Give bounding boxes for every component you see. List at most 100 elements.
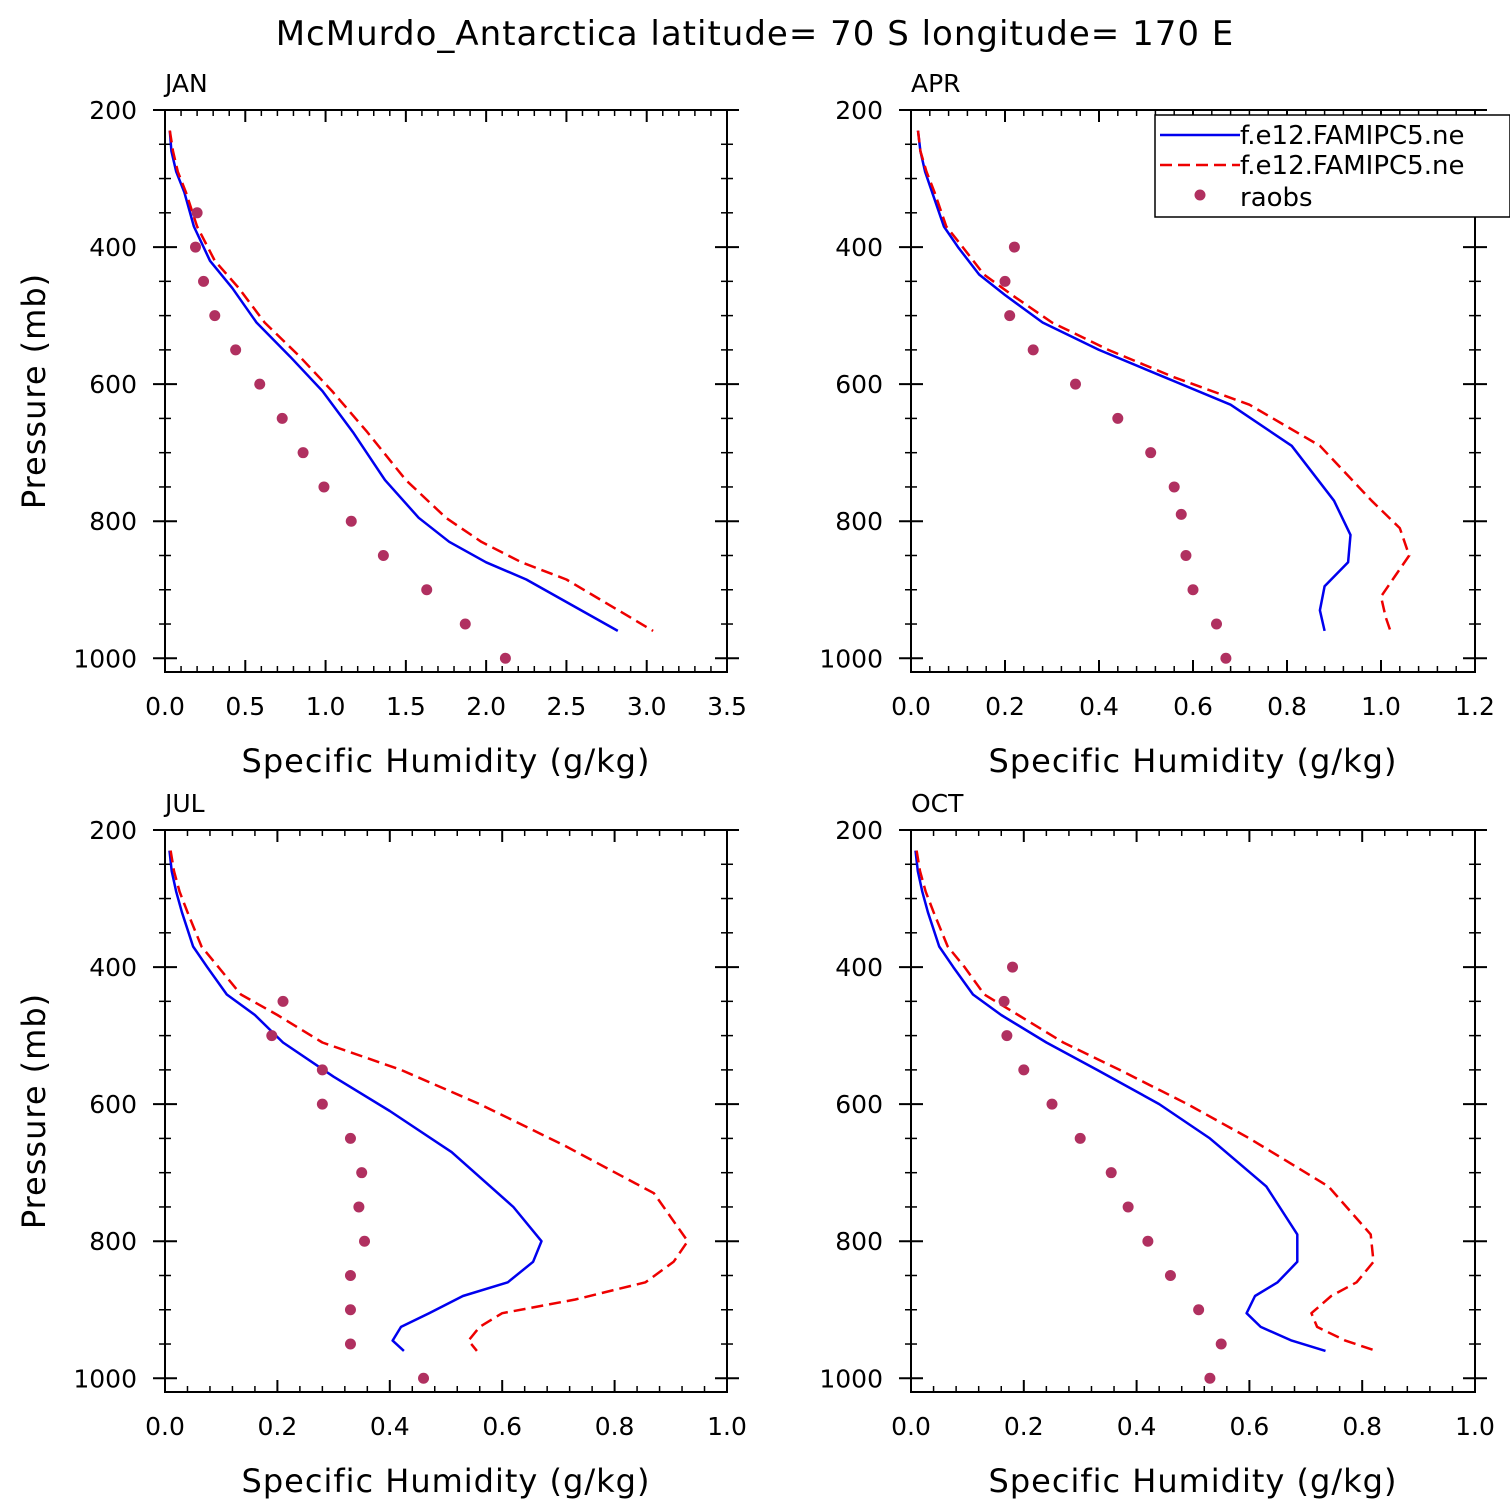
raobs-point <box>1211 618 1222 630</box>
raobs-point <box>1112 412 1124 424</box>
x-tick-label: 0.5 <box>225 692 265 721</box>
y-tick-label: 200 <box>89 96 137 125</box>
raobs-point <box>1164 1269 1176 1281</box>
y-axis-title: Pressure (mb) <box>15 993 53 1229</box>
x-tick-label: 0.8 <box>1342 1412 1382 1441</box>
y-tick-label: 1000 <box>819 644 883 673</box>
raobs-point <box>1215 1338 1227 1350</box>
raobs-point <box>1175 508 1187 520</box>
raobs-point <box>377 549 389 561</box>
raobs-point <box>998 995 1010 1007</box>
raobs-point <box>1180 549 1192 561</box>
y-tick-label: 200 <box>835 816 883 845</box>
raobs-point <box>344 1304 356 1316</box>
panel-label: OCT <box>911 789 964 818</box>
y-tick-label: 1000 <box>819 1364 883 1393</box>
y-tick-label: 400 <box>835 953 883 982</box>
raobs-point <box>1122 1201 1134 1213</box>
raobs-point <box>209 310 221 322</box>
y-tick-label: 800 <box>835 1227 883 1256</box>
model-solid-line <box>168 130 619 632</box>
x-axis-title: Specific Humidity (g/kg) <box>989 1462 1398 1500</box>
raobs-point <box>1074 1132 1086 1144</box>
raobs-point <box>1145 447 1157 459</box>
raobs-point <box>1018 1064 1030 1076</box>
x-tick-label: 0.6 <box>1230 1412 1270 1441</box>
model-solid-line <box>914 850 1326 1353</box>
legend-entry: raobs <box>1240 183 1313 213</box>
x-tick-label: 2.0 <box>466 692 506 721</box>
raobs-point <box>254 378 266 390</box>
plot-frame <box>164 829 728 1393</box>
raobs-point <box>277 995 289 1007</box>
legend-entry: f.e12.FAMIPC5.ne <box>1240 151 1464 181</box>
x-tick-label: 0.6 <box>1173 692 1213 721</box>
raobs-point <box>191 207 203 219</box>
panel-oct: OCT 0.0 0.2 0.4 0.6 0.8 1.0 200 400 600 800 1000 Spe… <box>819 789 1495 1500</box>
raobs-point <box>198 275 210 287</box>
x-axis-title: Specific Humidity (g/kg) <box>242 1462 651 1500</box>
raobs-point <box>1007 961 1019 973</box>
y-tick-label: 800 <box>89 1227 137 1256</box>
x-tick-label: 0.8 <box>1267 692 1307 721</box>
raobs-point <box>1070 378 1081 390</box>
model-dashed-line <box>168 130 654 632</box>
panel-jan: JAN 0.0 0.5 1.0 1.5 2.0 2.5 3.0 3.5 200 400 600 800 1… <box>15 69 747 780</box>
raobs-point <box>344 1269 356 1281</box>
model-dashed-line <box>915 850 1377 1353</box>
raobs-point <box>345 515 357 527</box>
y-tick-label: 1000 <box>73 644 137 673</box>
raobs-point <box>318 481 330 493</box>
x-axis-title: Specific Humidity (g/kg) <box>242 742 651 780</box>
y-tick-label: 400 <box>89 953 137 982</box>
y-tick-label: 400 <box>89 233 137 262</box>
raobs-point <box>1187 584 1199 596</box>
panel-label: JAN <box>163 69 208 98</box>
raobs-point <box>276 412 288 424</box>
raobs-point <box>316 1064 328 1076</box>
raobs-point <box>1046 1098 1058 1110</box>
x-tick-label: 3.0 <box>627 692 667 721</box>
x-tick-label: 0.2 <box>258 1412 298 1441</box>
plot-frame <box>164 109 728 673</box>
raobs-point <box>1168 481 1180 493</box>
y-tick-label: 400 <box>835 233 883 262</box>
y-tick-label: 600 <box>89 1090 137 1119</box>
panel-apr: APR 0.0 0.2 0.4 0.6 0.8 1.0 1.2 200 400 600 800 1000… <box>819 69 1510 780</box>
panel-jul: JUL 0.0 0.2 0.4 0.6 0.8 1.0 200 400 600 800 1000 Spe… <box>15 789 747 1500</box>
model-dashed-line <box>916 130 1411 632</box>
model-dashed-line <box>169 850 689 1352</box>
raobs-point <box>353 1201 365 1213</box>
raobs-point <box>230 344 242 356</box>
raobs-point <box>266 1030 278 1042</box>
x-tick-label: 1.0 <box>306 692 346 721</box>
plot-frame <box>910 829 1476 1393</box>
y-tick-label: 600 <box>835 1090 883 1119</box>
x-tick-label: 0.0 <box>145 1412 185 1441</box>
raobs-point <box>418 1372 430 1384</box>
raobs-point <box>356 1167 368 1179</box>
x-tick-label: 0.4 <box>1117 1412 1157 1441</box>
y-tick-label: 600 <box>89 370 137 399</box>
legend-swatch-marker <box>1194 189 1206 201</box>
x-tick-label: 1.5 <box>386 692 426 721</box>
x-tick-label: 2.5 <box>547 692 587 721</box>
x-tick-label: 0.4 <box>370 1412 410 1441</box>
y-tick-label: 600 <box>835 370 883 399</box>
x-tick-label: 0.6 <box>482 1412 522 1441</box>
raobs-point <box>344 1132 356 1144</box>
raobs-point <box>1004 310 1016 322</box>
y-axis-title: Pressure (mb) <box>15 273 53 509</box>
x-tick-label: 1.0 <box>1361 692 1401 721</box>
model-solid-line <box>168 850 543 1352</box>
model-solid-line <box>916 130 1352 632</box>
raobs-point <box>1204 1372 1216 1384</box>
figure-title: McMurdo_Antarctica latitude= 70 S longit… <box>276 14 1235 54</box>
raobs-point <box>316 1098 328 1110</box>
x-tick-label: 0.4 <box>1079 692 1119 721</box>
y-tick-label: 800 <box>835 507 883 536</box>
y-tick-label: 800 <box>89 507 137 536</box>
raobs-point <box>1001 1030 1013 1042</box>
